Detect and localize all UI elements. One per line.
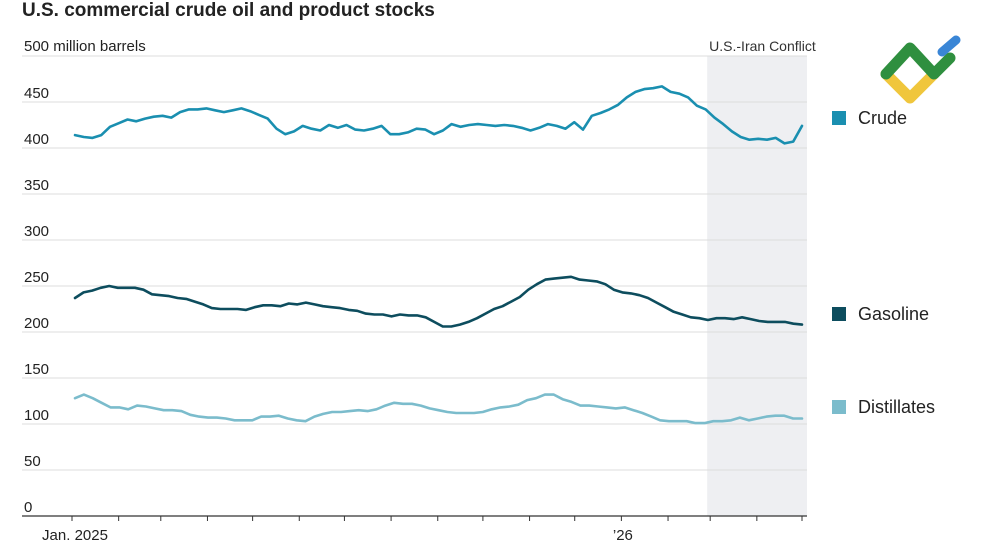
y-tick-label: 250: [24, 269, 49, 286]
y-tick-label: 50: [24, 453, 41, 470]
x-tick-label: Jan. 2025: [42, 527, 108, 544]
legend-label-crude: Crude: [858, 107, 908, 128]
legend-swatch-crude: [832, 111, 846, 125]
y-tick-label: 200: [24, 315, 49, 332]
y-tick-top-value: 500: [24, 38, 50, 55]
x-tick-label: ’26: [613, 527, 633, 544]
legend-swatch-distillates: [832, 400, 846, 414]
legend-item-gasoline: Gasoline: [832, 304, 929, 324]
legend-swatch-gasoline: [832, 307, 846, 321]
shaded-period-label: U.S.-Iran Conflict: [709, 38, 816, 54]
series-line-crude: [73, 85, 804, 145]
series-line-gasoline: [73, 275, 804, 328]
y-tick-label: 0: [24, 499, 32, 516]
brand-logo-icon: [880, 35, 961, 104]
y-axis-top-label: 500 million barrels: [24, 38, 146, 55]
series-line-distillates: [73, 393, 804, 425]
y-tick-label: 400: [24, 131, 49, 148]
y-tick-label: 100: [24, 407, 49, 424]
chart-title: U.S. commercial crude oil and product st…: [22, 0, 435, 21]
legend-label-gasoline: Gasoline: [858, 303, 930, 324]
legend-label-distillates: Distillates: [858, 396, 936, 417]
y-tick-label: 300: [24, 223, 49, 240]
legend-item-crude: Crude: [832, 108, 907, 128]
y-tick-label: 350: [24, 177, 49, 194]
y-tick-label: 450: [24, 85, 49, 102]
y-tick-label: 150: [24, 361, 49, 378]
y-axis-unit: million barrels: [53, 38, 146, 55]
legend-item-distillates: Distillates: [832, 397, 935, 417]
